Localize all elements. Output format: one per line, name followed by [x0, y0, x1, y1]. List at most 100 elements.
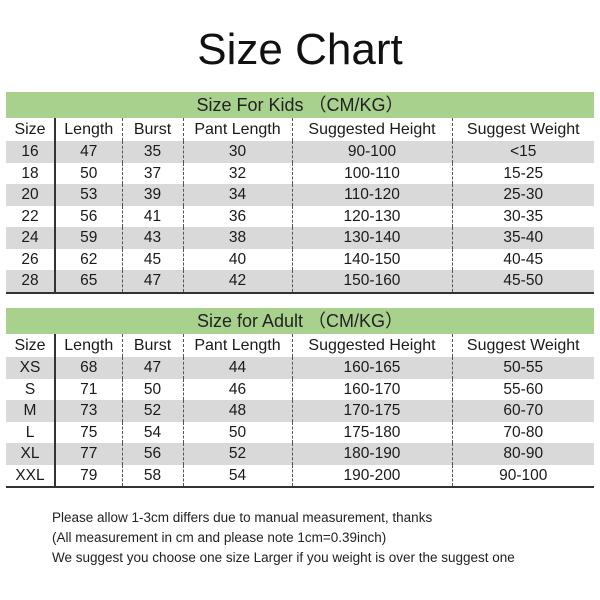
table-row: 26 62 45 40 140-150 40-45 [6, 248, 594, 270]
table-cell: 25-30 [451, 184, 594, 206]
notes: Please allow 1-3cm differs due to manual… [52, 508, 515, 568]
table-cell: 50 [54, 162, 122, 184]
kids-table-heading: Size For Kids （CM/KG） [6, 92, 594, 118]
table-cell: 160-165 [291, 357, 452, 379]
adult-table-heading: Size for Adult （CM/KG） [6, 308, 594, 334]
column-header: Pant Length [182, 334, 292, 357]
table-cell: 71 [54, 378, 122, 400]
column-header: Suggest Weight [451, 118, 594, 141]
table-cell: S [24, 380, 36, 398]
table-cell: 160-170 [291, 378, 452, 400]
table-cell: 40-45 [451, 248, 594, 270]
table-row: 18 50 37 32 100-110 15-25 [6, 162, 594, 184]
column-header: Size [14, 121, 46, 138]
table-cell: 39 [121, 184, 183, 206]
column-header: Size [14, 337, 46, 354]
table-cell: 32 [182, 162, 292, 184]
table-cell: 73 [54, 400, 122, 422]
table-cell: 47 [121, 357, 183, 379]
table-cell: 100-110 [291, 162, 452, 184]
table-cell: 47 [54, 141, 122, 163]
table-cell: XXL [6, 464, 55, 488]
table-cell: 80-90 [451, 443, 594, 465]
table-cell: 170-175 [291, 400, 452, 422]
table-cell: XL [6, 443, 55, 465]
table-cell: 30 [182, 141, 292, 163]
table-cell: 43 [121, 227, 183, 249]
table-cell: 130-140 [291, 227, 452, 249]
table-cell: 20 [6, 184, 55, 206]
table-cell: 120-130 [291, 205, 452, 227]
table-row: XXL 79 58 54 190-200 90-100 [6, 464, 594, 488]
table-cell: 110-120 [291, 184, 452, 206]
table-cell: 30-35 [451, 205, 594, 227]
table-cell: 18 [21, 164, 39, 182]
table-cell: 44 [182, 357, 292, 379]
table-cell: 16 [6, 141, 55, 163]
table-cell: 150-160 [291, 270, 452, 294]
table-cell: 41 [121, 205, 183, 227]
column-header: Pant Length [182, 118, 292, 141]
table-row: 22 56 41 36 120-130 30-35 [6, 205, 594, 227]
table-cell: 58 [121, 464, 183, 488]
table-cell: 77 [54, 443, 122, 465]
table-cell: 35-40 [451, 227, 594, 249]
column-header: Suggested Height [291, 118, 452, 141]
column-header: Length [54, 118, 122, 141]
table-cell: 59 [54, 227, 122, 249]
table-cell: XS [6, 357, 55, 379]
table-cell: 35 [121, 141, 183, 163]
table-cell: L [25, 423, 35, 441]
table-cell: 79 [54, 464, 122, 488]
table-cell: 50-55 [451, 357, 594, 379]
table-cell: 45-50 [451, 270, 594, 294]
table-cell: 52 [182, 443, 292, 465]
table-cell: 36 [182, 205, 292, 227]
table-row: M 73 52 48 170-175 60-70 [6, 400, 594, 422]
table-cell: 56 [54, 205, 122, 227]
column-header: Suggest Weight [451, 334, 594, 357]
table-cell: M [6, 400, 55, 422]
table-cell: 180-190 [291, 443, 452, 465]
table-cell: 47 [121, 270, 183, 294]
table-row: XL 77 56 52 180-190 80-90 [6, 443, 594, 465]
table-row: 24 59 43 38 130-140 35-40 [6, 227, 594, 249]
table-cell: 62 [54, 248, 122, 270]
table-cell: 55-60 [451, 378, 594, 400]
table-row: L 75 54 50 175-180 70-80 [6, 421, 594, 443]
table-row: S 71 50 46 160-170 55-60 [6, 378, 594, 400]
table-cell: 42 [182, 270, 292, 294]
note-line: Please allow 1-3cm differs due to manual… [52, 510, 433, 525]
table-row: 16 47 35 30 90-100 <15 [6, 141, 594, 163]
table-cell: 65 [54, 270, 122, 294]
table-cell: 90-100 [451, 464, 594, 488]
table-cell: 90-100 [291, 141, 452, 163]
table-cell: 15-25 [451, 162, 594, 184]
table-cell: 70-80 [451, 421, 594, 443]
table-cell: 50 [182, 421, 292, 443]
table-row: 28 65 47 42 150-160 45-50 [6, 270, 594, 294]
column-header: Length [54, 334, 122, 357]
table-cell: 28 [6, 270, 55, 294]
adult-header-row: Size Length Burst Pant Length Suggested Heig… [6, 334, 594, 357]
table-cell: 68 [54, 357, 122, 379]
table-cell: 37 [121, 162, 183, 184]
table-cell: 52 [121, 400, 183, 422]
table-cell: <15 [451, 141, 594, 163]
page-title: Size Chart [197, 25, 403, 74]
table-cell: 54 [121, 421, 183, 443]
table-cell: 56 [121, 443, 183, 465]
table-cell: 46 [182, 378, 292, 400]
column-header: Burst [121, 118, 183, 141]
note-line: (All measurement in cm and please note 1… [52, 530, 387, 545]
kids-header-row: Size Length Burst Pant Length Suggested Heig… [6, 118, 594, 141]
table-cell: 22 [21, 207, 39, 225]
table-cell: 26 [21, 250, 39, 268]
table-cell: 50 [121, 378, 183, 400]
table-cell: 38 [182, 227, 292, 249]
table-cell: 48 [182, 400, 292, 422]
adult-size-table: Size for Adult （CM/KG） Size Length Burst Pa… [6, 308, 594, 488]
table-cell: 60-70 [451, 400, 594, 422]
table-row: 20 53 39 34 110-120 25-30 [6, 184, 594, 206]
table-cell: 140-150 [291, 248, 452, 270]
